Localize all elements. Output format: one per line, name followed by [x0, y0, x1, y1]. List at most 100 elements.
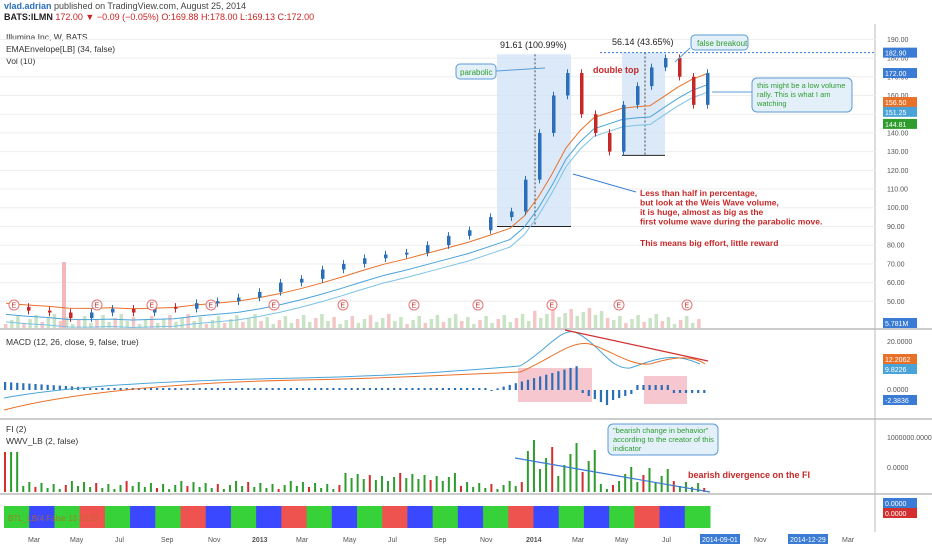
- volume-bar: [593, 315, 598, 328]
- indicator-band-segment: [533, 506, 560, 528]
- legend-ema[interactable]: EMAEnvelope[LB] (34, false): [6, 44, 116, 54]
- parabolic-range-box: [497, 54, 571, 227]
- macd-histogram-bar: [338, 388, 341, 390]
- fi-bar: [180, 481, 183, 492]
- macd-histogram-bar: [539, 376, 542, 390]
- legend-title[interactable]: Illumina Inc, W, BATS: [6, 32, 88, 42]
- x-tick-label: Mar: [842, 537, 855, 544]
- candle-body: [300, 278, 304, 283]
- fi-bar: [326, 484, 329, 492]
- macd-histogram-bar: [374, 388, 378, 390]
- macd-histogram-bar: [520, 381, 523, 390]
- macd-histogram-bar: [119, 388, 122, 390]
- macd-histogram-bar: [64, 386, 67, 390]
- publish-date: published on TradingView.com, August 25,…: [54, 1, 247, 11]
- fi-bar: [672, 481, 675, 492]
- candle-body: [524, 179, 528, 212]
- macd-histogram-bar: [545, 374, 548, 390]
- macd-histogram-bar: [393, 388, 396, 390]
- macd-histogram-bar: [508, 384, 511, 390]
- fi-bar: [441, 481, 444, 492]
- volume-bar: [174, 322, 178, 328]
- fi-bar: [624, 474, 627, 492]
- fi-bar: [423, 475, 426, 492]
- earnings-label: E: [150, 303, 155, 310]
- macd-histogram-bar: [587, 390, 590, 396]
- volume-bar: [691, 323, 695, 328]
- publisher-name[interactable]: vlad.adrian: [4, 1, 52, 11]
- volume-bar: [168, 315, 172, 328]
- high-value: H:178.00: [200, 12, 238, 22]
- legend-wwv[interactable]: WWV_LB (2, false): [6, 436, 79, 446]
- fi-bar: [247, 482, 250, 492]
- indicator-band-segment: [684, 506, 711, 528]
- macd-histogram-bar: [83, 387, 86, 390]
- volume-bar: [253, 314, 257, 328]
- volume-bar: [697, 319, 701, 328]
- fi-bar: [654, 483, 657, 492]
- volume-bar: [429, 319, 434, 328]
- callout-line: [674, 47, 691, 63]
- macd-histogram-bar: [466, 388, 469, 390]
- fi-bar: [289, 481, 292, 492]
- fi-bar: [399, 473, 402, 492]
- x-tick-label: 2014: [526, 537, 542, 544]
- low-volume-text: this might be a low volume: [757, 81, 845, 90]
- volume-bar: [472, 324, 476, 328]
- low-value: L:169.13: [239, 12, 276, 22]
- macd-divergence-line: [564, 329, 709, 362]
- legend-macd[interactable]: MACD (12, 26, close, 9, false, true): [6, 337, 139, 347]
- macd-histogram-bar: [642, 385, 645, 390]
- y-tick-label: 140.00: [887, 130, 909, 137]
- x-tick-label: 2013: [252, 537, 268, 544]
- macd-histogram-bar: [16, 382, 19, 390]
- legend-fi[interactable]: FI (2): [6, 424, 27, 434]
- volume-bar: [654, 314, 659, 328]
- candle-body: [608, 132, 612, 152]
- last-price: 172.00: [55, 12, 83, 22]
- candle-body: [216, 301, 220, 304]
- fi-bar: [545, 458, 548, 492]
- callout-line: [572, 173, 637, 193]
- analysis-text: but look at the Weis Wave volume,: [640, 198, 779, 208]
- price-label-182-bg: [883, 47, 917, 58]
- macd-histogram-bar: [557, 371, 560, 390]
- fi-bar: [4, 452, 6, 492]
- macd-histogram-bar: [40, 384, 43, 390]
- earnings-label: E: [272, 303, 277, 310]
- volume-bar: [672, 324, 677, 328]
- indicator-band-segment: [180, 506, 207, 528]
- price-label-151: 151.25: [885, 110, 907, 117]
- macd-histogram-bar: [484, 388, 487, 390]
- fi-bar: [241, 486, 244, 492]
- candle-body: [566, 73, 570, 96]
- volume-bar: [10, 320, 14, 328]
- macd-histogram-bar: [447, 388, 451, 390]
- macd-histogram-bar: [52, 385, 55, 390]
- macd-histogram-bar: [210, 388, 213, 390]
- indicator-band-segment: [407, 506, 434, 528]
- macd-histogram-bar: [58, 385, 61, 390]
- volume-bar: [587, 308, 592, 328]
- x-date-label-bg: [700, 534, 740, 544]
- y-tick-label: 80.00: [887, 243, 905, 250]
- macd-histogram-bar: [581, 390, 584, 393]
- fi-bar: [526, 451, 529, 492]
- volume-bar: [496, 319, 500, 328]
- volume-bar: [64, 317, 69, 328]
- volume-bar: [137, 324, 142, 328]
- earnings-marker: [268, 299, 280, 311]
- fi-bar: [295, 486, 298, 492]
- indicator-band-segment: [130, 506, 156, 528]
- volume-bar: [222, 323, 227, 328]
- x-tick-label: Nov: [480, 537, 493, 544]
- macd-histogram-bar: [113, 388, 116, 390]
- macd-histogram-bar: [253, 388, 256, 390]
- macd-histogram-bar: [222, 388, 226, 390]
- volume-bar: [539, 318, 543, 328]
- macd-histogram-bar: [502, 386, 505, 390]
- macd-histogram-bar: [612, 390, 615, 400]
- legend-vol[interactable]: Vol (10): [6, 56, 36, 66]
